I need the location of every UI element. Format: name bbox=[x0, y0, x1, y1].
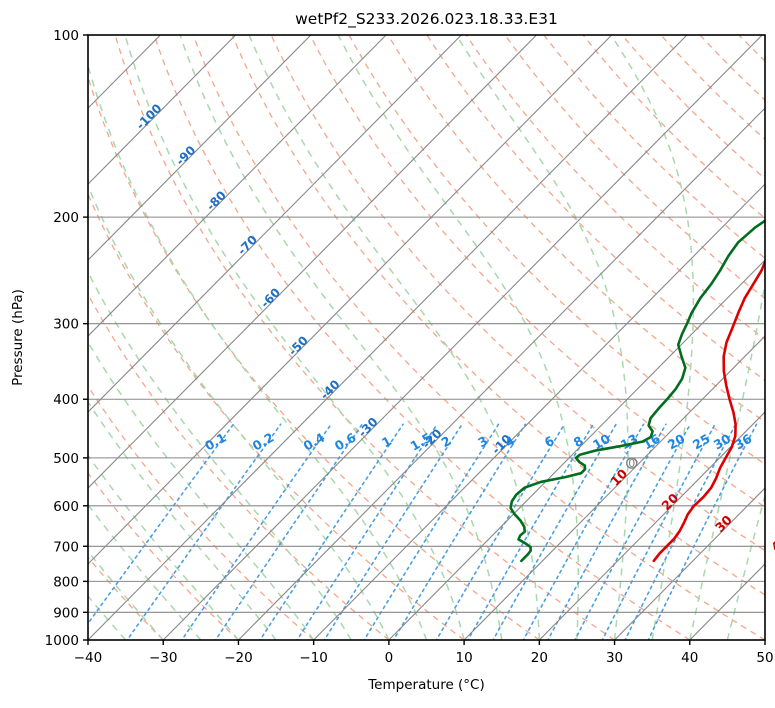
x-tick-label: 40 bbox=[681, 650, 698, 666]
x-tick-label: −30 bbox=[149, 650, 178, 666]
isotherm-line bbox=[88, 35, 387, 337]
y-tick-label: 500 bbox=[53, 451, 79, 467]
dry-adiabat bbox=[88, 556, 164, 640]
x-tick-label: 30 bbox=[606, 650, 623, 666]
isotherm-line bbox=[88, 35, 312, 261]
dry-adiabat bbox=[231, 35, 765, 596]
moist-adiabat bbox=[689, 279, 765, 640]
mixing-ratio-lines-group bbox=[88, 423, 758, 640]
mixing-ratio-line bbox=[601, 423, 716, 640]
mixing-ratio-line bbox=[647, 423, 758, 640]
x-tick-label: 50 bbox=[756, 650, 773, 666]
axes-frame bbox=[87, 34, 766, 641]
moist-adiabat bbox=[179, 35, 503, 640]
mixing-ratio-line bbox=[435, 423, 566, 640]
isotherm-line bbox=[238, 107, 765, 640]
isotherm-line bbox=[162, 35, 763, 640]
mixing-ratio-line bbox=[573, 423, 691, 640]
dewpoint-profile-path bbox=[509, 219, 765, 563]
moist-adiabat bbox=[88, 183, 390, 640]
x-tick-label: −40 bbox=[74, 650, 103, 666]
dry-adiabat bbox=[504, 35, 765, 300]
isotherm-line bbox=[88, 35, 613, 565]
y-tick-label: 300 bbox=[53, 317, 79, 333]
mixing-ratio-line bbox=[180, 423, 332, 640]
x-axis-ticks: −40 −30 −20 −10 0 10 20 30 40 50 bbox=[74, 640, 774, 666]
isotherm-line bbox=[88, 35, 237, 185]
dry-adiabat bbox=[114, 35, 615, 640]
mixing-ratio-line bbox=[126, 423, 282, 640]
y-tick-label: 1000 bbox=[45, 633, 79, 649]
isotherm-line bbox=[614, 487, 765, 640]
dry-adiabat bbox=[153, 35, 691, 640]
mixing-ratio-line bbox=[88, 423, 235, 625]
dry-adiabat bbox=[88, 472, 239, 640]
x-axis-label: Temperature (°C) bbox=[367, 677, 485, 693]
x-tick-label: 20 bbox=[531, 650, 548, 666]
dewpoint-profile bbox=[509, 219, 765, 563]
mixing-ratio-line bbox=[363, 423, 500, 640]
isotherm-label-warm: 40 bbox=[768, 531, 775, 554]
x-tick-label: −20 bbox=[224, 650, 253, 666]
x-tick-label: −10 bbox=[299, 650, 328, 666]
isotherm-line bbox=[88, 35, 462, 413]
dry-adiabat bbox=[465, 35, 765, 340]
mixing-ratio-line bbox=[624, 423, 737, 640]
y-tick-label: 700 bbox=[53, 539, 79, 555]
isotherm-line bbox=[463, 335, 765, 640]
x-tick-label: 0 bbox=[385, 650, 394, 666]
moist-adiabat bbox=[88, 454, 239, 640]
dry-adiabat bbox=[270, 35, 765, 552]
isotherm-line bbox=[388, 259, 765, 640]
isotherm-line bbox=[88, 35, 688, 640]
moist-adiabat bbox=[726, 493, 765, 640]
y-tick-label: 900 bbox=[53, 605, 79, 621]
isotherm-line bbox=[88, 35, 537, 489]
figure-text: wetPf2_S233.2026.023.18.33.E31 Temperatur… bbox=[10, 10, 558, 693]
dry-adiabat bbox=[88, 74, 540, 640]
mixing-ratio-line bbox=[547, 423, 667, 640]
y-tick-label: 800 bbox=[53, 574, 79, 590]
x-tick-label: 10 bbox=[456, 650, 473, 666]
dry-adiabat bbox=[309, 35, 765, 508]
dry-adiabat bbox=[88, 293, 390, 640]
dry-adiabats-group bbox=[88, 35, 765, 640]
dry-adiabat bbox=[88, 192, 465, 640]
temperature-profile-path bbox=[652, 258, 765, 563]
y-tick-label: 600 bbox=[53, 499, 79, 515]
mixing-ratio-line bbox=[296, 423, 438, 640]
temperature-profile bbox=[652, 258, 765, 563]
y-axis-label: Pressure (hPa) bbox=[10, 289, 26, 386]
moist-adiabat bbox=[610, 35, 695, 640]
chart-title: wetPf2_S233.2026.023.18.33.E31 bbox=[295, 10, 558, 29]
plot-border bbox=[87, 34, 766, 641]
parcel-marker-group: 0 bbox=[626, 457, 638, 470]
dry-adiabat bbox=[88, 385, 315, 640]
mixing-ratio-line bbox=[323, 423, 463, 640]
y-tick-label: 100 bbox=[53, 28, 79, 44]
moist-adiabat bbox=[248, 35, 541, 640]
isotherms-group bbox=[88, 35, 765, 640]
moist-adiabat bbox=[88, 270, 352, 640]
parcel-marker-icon bbox=[626, 457, 638, 469]
y-tick-label: 200 bbox=[53, 210, 79, 226]
parcel-marker-label: 0 bbox=[628, 457, 635, 470]
mixing-ratio-line bbox=[259, 423, 404, 640]
y-axis-ticks: 100 200 300 400 500 600 700 800 900 1000 bbox=[45, 28, 88, 649]
isotherm-line bbox=[538, 411, 765, 640]
y-tick-label: 400 bbox=[53, 392, 79, 408]
isotherm-line bbox=[313, 183, 765, 640]
moist-adiabat bbox=[337, 35, 580, 640]
mixing-ratio-line bbox=[467, 423, 594, 640]
mixing-ratio-line bbox=[392, 423, 527, 640]
mixing-ratio-line bbox=[214, 423, 363, 640]
moist-adiabat bbox=[455, 35, 629, 640]
